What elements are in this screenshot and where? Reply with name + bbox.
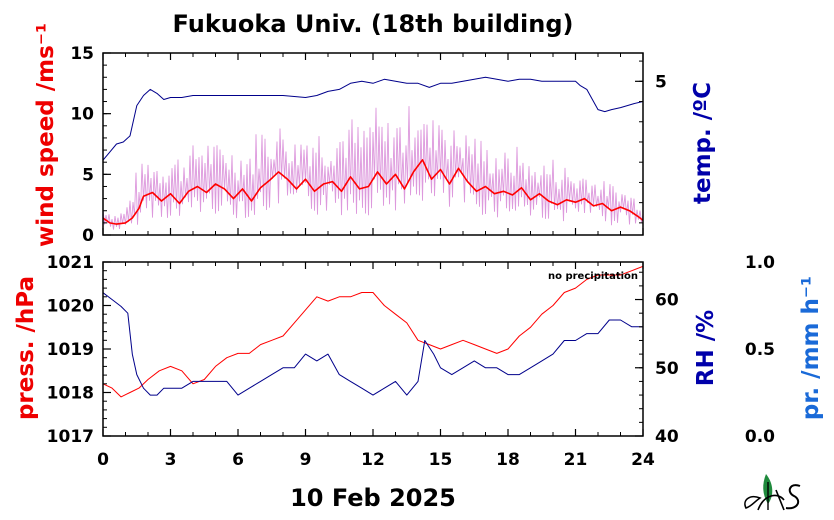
left-tick-label: 1018 — [47, 384, 94, 404]
pressure-series — [103, 265, 643, 398]
left-tick-label: 1021 — [47, 253, 94, 273]
rh-axis-label: RH /% — [693, 310, 719, 386]
institution-logo — [744, 474, 801, 511]
right-tick-label: 5 — [655, 72, 667, 92]
x-tick-label: 21 — [564, 450, 588, 470]
temp-axis-label: temp. /ºC — [690, 82, 716, 204]
left-tick-label: 10 — [70, 105, 94, 125]
x-tick-label: 3 — [165, 450, 177, 470]
right-tick-label: 50 — [655, 359, 679, 379]
x-tick-label: 15 — [429, 450, 453, 470]
precip-axis-label: pr. /mm h⁻¹ — [798, 276, 824, 420]
x-tick-label: 0 — [97, 450, 109, 470]
date-label: 10 Feb 2025 — [290, 484, 456, 512]
left-tick-label: 1020 — [47, 297, 94, 317]
right-tick-label: 40 — [655, 427, 679, 447]
left-tick-label: 15 — [70, 44, 94, 64]
precip-tick-label: 0.5 — [745, 340, 775, 360]
wind-speed-axis-label: wind speed /ms⁻¹ — [33, 23, 59, 247]
wind-speed-series — [103, 159, 643, 225]
x-tick-label: 24 — [631, 450, 655, 470]
left-tick-label: 1019 — [47, 340, 94, 360]
pressure-axis-label: press. /hPa — [13, 276, 39, 420]
wind-gust-series — [103, 106, 643, 230]
pressure-rh-panel: 1017 1018 1019 1020 1021 40 50 60 0.0 0.5 1.0 0 3… — [13, 253, 824, 470]
precip-tick-label: 0.0 — [745, 427, 775, 447]
precip-tick-label: 1.0 — [745, 253, 775, 273]
bottom-plot-frame — [102, 261, 644, 437]
left-tick-label: 5 — [82, 165, 94, 185]
temperature-series — [103, 76, 643, 161]
left-tick-label: 1017 — [47, 427, 94, 447]
humidity-series — [103, 292, 643, 396]
chart-title: Fukuoka Univ. (18th building) — [173, 10, 574, 38]
x-tick-label: 9 — [300, 450, 312, 470]
left-tick-label: 0 — [82, 226, 94, 246]
precipitation-note: no precipitation — [548, 271, 638, 282]
right-tick-label: 60 — [655, 291, 679, 311]
wind-temp-panel: 0 5 10 15 5 wind speed /ms⁻¹ temp. /ºC — [33, 23, 716, 247]
x-tick-label: 18 — [496, 450, 520, 470]
x-tick-label: 12 — [361, 450, 385, 470]
x-tick-label: 6 — [232, 450, 244, 470]
